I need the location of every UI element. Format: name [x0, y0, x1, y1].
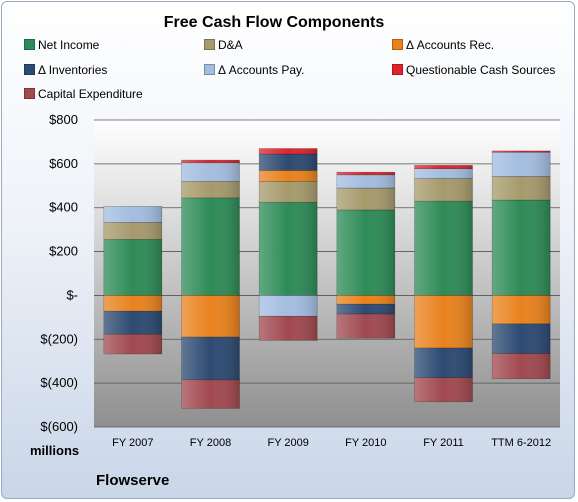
- bar-segment-shading: [181, 160, 240, 163]
- bar-segment-shading: [414, 348, 473, 378]
- x-tick-label: FY 2009: [267, 437, 308, 449]
- bar-segment-shading: [259, 202, 318, 296]
- bar-segment-shading: [414, 201, 473, 296]
- bar-segment-shading: [181, 295, 240, 338]
- legend-item-accounts-rec: Δ Accounts Rec.: [392, 38, 494, 52]
- legend-swatch: [392, 64, 403, 75]
- legend-swatch: [392, 39, 403, 50]
- y-tick-label: $200: [49, 244, 78, 259]
- bar-segment-shading: [492, 323, 551, 354]
- legend-item-questionable-cash: Questionable Cash Sources: [392, 63, 555, 77]
- legend-item-net-income: Net Income: [24, 38, 99, 52]
- bar-segment-shading: [414, 295, 473, 349]
- x-tick-label: FY 2010: [345, 437, 386, 449]
- bar-segment-shading: [336, 314, 395, 339]
- bar-segment-shading: [492, 152, 551, 177]
- y-tick-label: $800: [49, 112, 78, 127]
- plot-area: [94, 120, 560, 427]
- bar-segment-shading: [259, 170, 318, 182]
- x-tick-label: FY 2011: [423, 437, 464, 449]
- x-tick-label: TTM 6-2012: [491, 437, 551, 449]
- bar-segment-shading: [336, 174, 395, 188]
- bar-segment-shading: [259, 295, 318, 317]
- bar-segment-shading: [181, 379, 240, 409]
- bar-segment-shading: [336, 172, 395, 175]
- bar-segment-shading: [414, 168, 473, 179]
- bar-segment-shading: [259, 316, 318, 341]
- bar-segment-shading: [259, 153, 318, 171]
- bar-segment-shading: [336, 295, 395, 305]
- bar-segment-shading: [492, 200, 551, 296]
- bar-segment-shading: [414, 165, 473, 169]
- bar-segment-shading: [103, 311, 162, 335]
- bar-segment-shading: [181, 162, 240, 182]
- bar-segment-shading: [103, 295, 162, 312]
- y-tick-label: $-: [66, 287, 78, 302]
- legend-label: Questionable Cash Sources: [406, 63, 556, 77]
- bar-segment-shading: [103, 206, 162, 223]
- bar-segment-shading: [103, 222, 162, 240]
- bar-segment-shading: [336, 209, 395, 296]
- y-tick-label: $(400): [40, 375, 78, 390]
- legend-label: Net Income: [38, 38, 100, 52]
- bar-segment-shading: [336, 187, 395, 210]
- bar-segment-shading: [492, 150, 551, 153]
- legend-swatch: [24, 64, 35, 75]
- bar-segment-shading: [492, 295, 551, 324]
- legend-swatch: [24, 39, 35, 50]
- bar-segment-shading: [414, 377, 473, 402]
- company-name: Flowserve: [96, 472, 170, 489]
- bar-segment-shading: [492, 353, 551, 379]
- bar-segment-shading: [259, 148, 318, 154]
- legend-swatch: [204, 39, 215, 50]
- x-tick-label: FY 2007: [112, 437, 153, 449]
- y-tick-label: $(600): [40, 419, 78, 434]
- legend-swatch: [204, 64, 215, 75]
- y-tick-label: $400: [49, 200, 78, 215]
- legend-label: D&A: [218, 38, 243, 52]
- y-axis-unit-label: millions: [30, 443, 80, 458]
- x-tick-label: FY 2008: [190, 437, 231, 449]
- bar-segment-shading: [181, 337, 240, 380]
- legend-item-da: D&A: [204, 38, 243, 52]
- bar-segment-shading: [414, 178, 473, 202]
- bar-segment-shading: [492, 176, 551, 201]
- legend-item-accounts-pay: Δ Accounts Pay.: [204, 63, 305, 77]
- legend-label: Δ Accounts Rec.: [406, 38, 495, 52]
- legend-label: Capital Expenditure: [38, 87, 143, 101]
- legend-swatch: [24, 88, 35, 99]
- legend-label: Δ Accounts Pay.: [218, 63, 305, 77]
- bar-segment-shading: [259, 181, 318, 203]
- legend-item-inventories: Δ Inventories: [24, 63, 107, 77]
- bar-segment-shading: [103, 334, 162, 354]
- y-tick-label: $600: [49, 156, 78, 171]
- bar-segment-shading: [181, 197, 240, 296]
- legend-label: Δ Inventories: [38, 63, 108, 77]
- bar-segment-shading: [336, 304, 395, 315]
- bar-segment-shading: [103, 239, 162, 296]
- legend-item-capex: Capital Expenditure: [24, 87, 143, 101]
- bar-segment-shading: [181, 181, 240, 198]
- y-tick-label: $(200): [40, 331, 78, 346]
- chart-title: Free Cash Flow Components: [163, 14, 385, 31]
